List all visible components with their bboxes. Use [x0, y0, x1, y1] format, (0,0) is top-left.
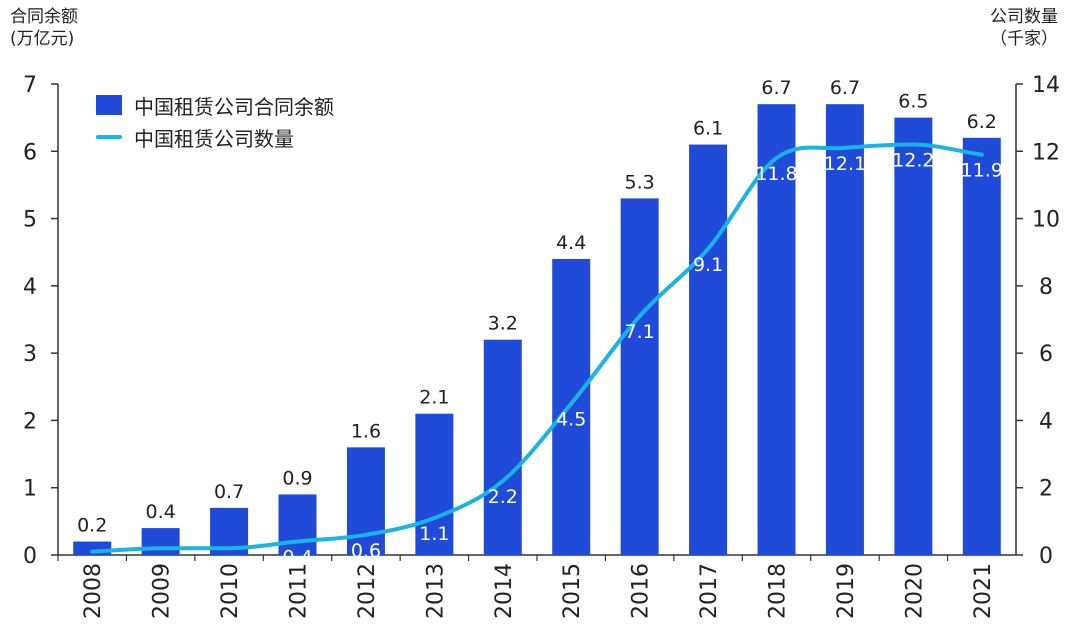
bar-2018 — [757, 104, 796, 555]
x-tick-label: 2008 — [81, 563, 106, 619]
y-right-tick-label: 12 — [1032, 140, 1060, 165]
bar-value-label: 6.7 — [761, 77, 791, 99]
x-tick-label: 2016 — [629, 563, 654, 619]
y-right-tick-label: 6 — [1039, 342, 1053, 367]
line-value-label: 9.1 — [693, 254, 723, 276]
bar-2013 — [415, 413, 454, 555]
y-right-tick-label: 8 — [1039, 275, 1053, 300]
left-axis-title: 合同余额 (万亿元) — [10, 6, 78, 50]
line-value-label: 2.2 — [488, 486, 518, 508]
x-tick-label: 2011 — [287, 563, 312, 619]
y-right-tick-label: 14 — [1032, 73, 1060, 98]
y-left-tick-label: 6 — [23, 140, 37, 165]
left-axis-title-line1: 合同余额 — [10, 7, 78, 27]
x-tick-label: 2014 — [492, 563, 517, 619]
line-value-label: 12.2 — [892, 150, 934, 172]
y-left-tick-label: 3 — [23, 342, 37, 367]
bar-value-label: 1.6 — [351, 420, 381, 442]
line-value-label: 1.1 — [419, 523, 449, 545]
y-left-tick-label: 2 — [23, 409, 37, 434]
bar-value-label: 6.7 — [830, 77, 860, 99]
bar-2015 — [552, 258, 591, 555]
bar-value-label: 0.2 — [77, 515, 107, 537]
y-left-tick-label: 0 — [23, 544, 37, 569]
x-tick-label: 2012 — [355, 563, 380, 619]
y-left-tick-label: 4 — [23, 275, 37, 300]
line-value-label: 7.1 — [625, 321, 655, 343]
right-axis-title-line1: 公司数量 — [990, 7, 1058, 27]
line-value-label: 12.1 — [824, 153, 866, 175]
legend-label-balance: 中国租赁公司合同余额 — [134, 94, 334, 119]
line-value-label: 4.5 — [556, 409, 586, 431]
line-value-label: 11.9 — [961, 160, 1003, 182]
bar-2009 — [141, 528, 180, 555]
y-left-tick-label: 7 — [23, 73, 37, 98]
bar-value-label: 6.2 — [967, 111, 997, 133]
bar-value-label: 4.4 — [556, 232, 586, 254]
bar-2019 — [825, 104, 864, 555]
legend-swatch-bar — [96, 95, 122, 115]
bar-2020 — [894, 117, 933, 556]
bar-2017 — [689, 144, 728, 556]
bar-value-label: 0.4 — [146, 501, 176, 523]
x-tick-label: 2017 — [697, 563, 722, 619]
legend-label-count: 中国租赁公司数量 — [134, 126, 294, 151]
legend-swatch-line — [96, 135, 122, 139]
line-value-label: 0.6 — [351, 540, 381, 562]
bar-2021 — [962, 137, 1001, 556]
right-axis-title-line2: （千家） — [990, 29, 1058, 49]
x-tick-label: 2015 — [560, 563, 585, 619]
bar-2014 — [483, 339, 522, 555]
x-tick-label: 2019 — [834, 563, 859, 619]
x-tick-label: 2018 — [766, 563, 791, 619]
y-left-tick-label: 5 — [23, 208, 37, 233]
bar-value-label: 0.9 — [282, 467, 312, 489]
bar-value-label: 6.1 — [693, 118, 723, 140]
y-right-tick-label: 2 — [1039, 477, 1053, 502]
bar-2016 — [620, 198, 659, 555]
y-left-tick-label: 1 — [23, 477, 37, 502]
legend-item-count: 中国租赁公司数量 — [96, 121, 334, 153]
bar-value-label: 5.3 — [625, 171, 655, 193]
x-tick-label: 2013 — [423, 563, 448, 619]
bar-value-label: 2.1 — [419, 387, 449, 409]
y-right-tick-label: 10 — [1032, 208, 1060, 233]
legend-item-balance: 中国租赁公司合同余额 — [96, 89, 334, 121]
legend: 中国租赁公司合同余额 中国租赁公司数量 — [96, 89, 334, 153]
line-value-label: 0.4 — [282, 547, 312, 569]
y-right-tick-label: 4 — [1039, 409, 1053, 434]
bar-value-label: 3.2 — [488, 313, 518, 335]
bar-value-label: 0.7 — [214, 481, 244, 503]
x-tick-label: 2021 — [971, 563, 996, 619]
line-value-label: 11.8 — [755, 163, 797, 185]
y-right-tick-label: 0 — [1039, 544, 1053, 569]
left-axis-title-line2: (万亿元) — [10, 29, 75, 49]
series-line-count — [90, 142, 984, 554]
right-axis-title: 公司数量 （千家） — [990, 6, 1058, 50]
bar-value-label: 6.5 — [898, 91, 928, 113]
x-tick-label: 2009 — [150, 563, 175, 619]
x-tick-label: 2010 — [218, 563, 243, 619]
x-tick-label: 2020 — [902, 563, 927, 619]
